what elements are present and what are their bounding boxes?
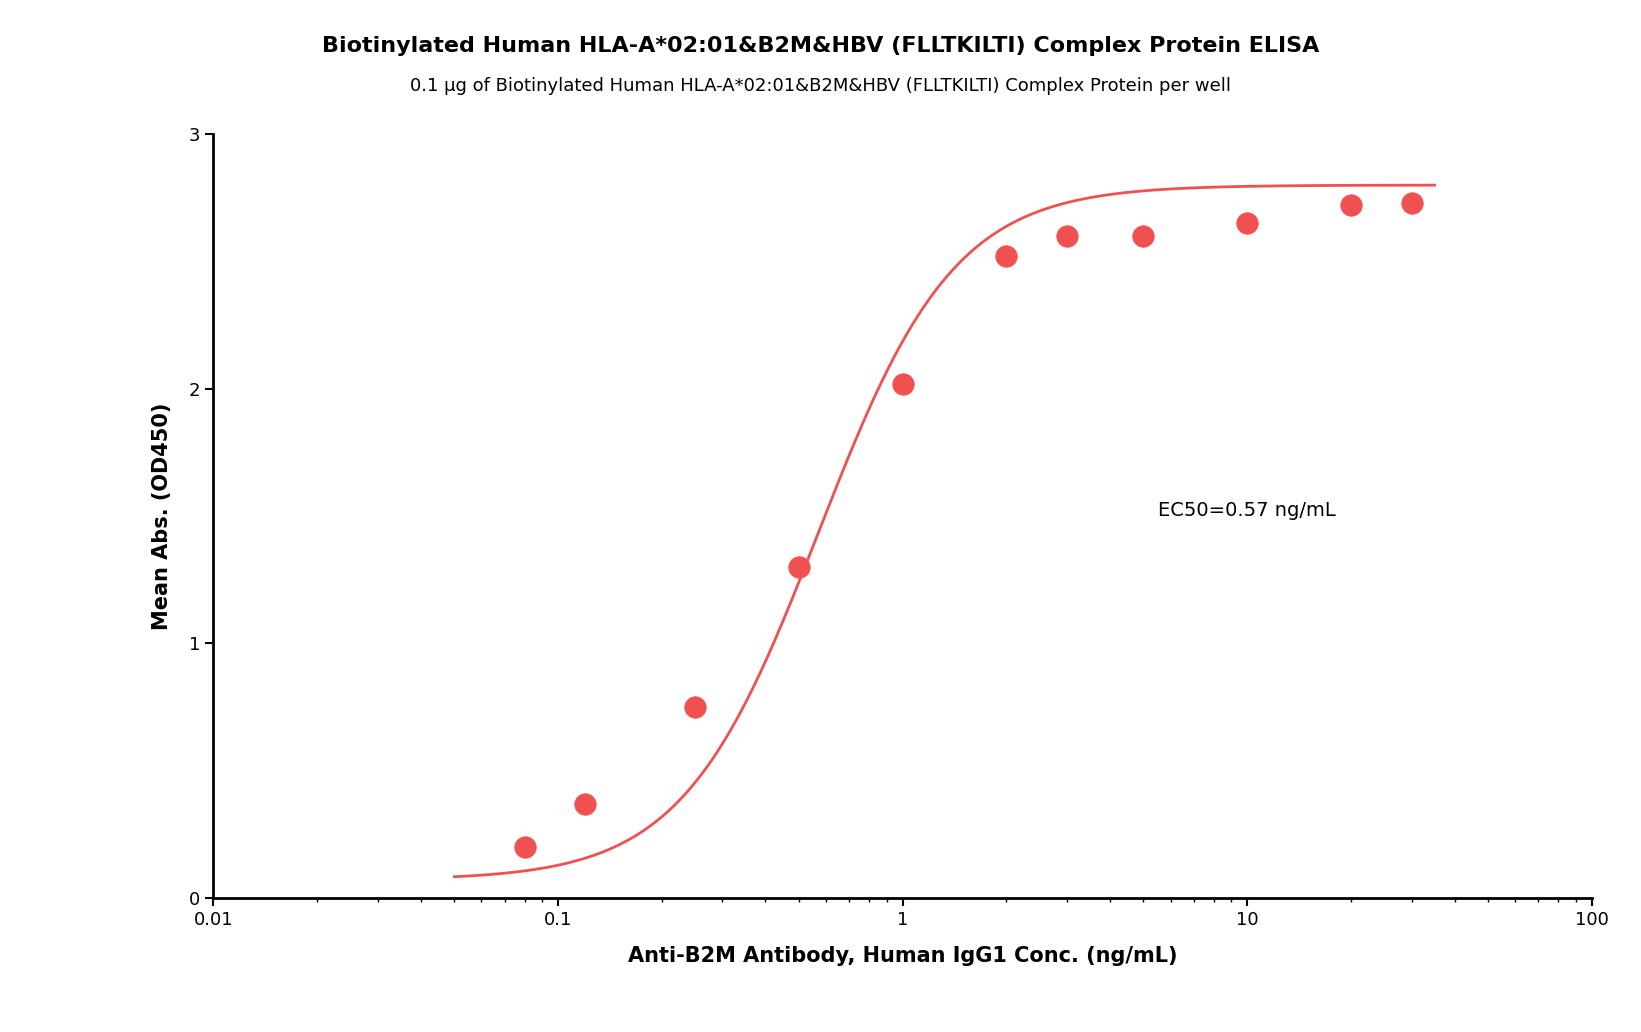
Text: Biotinylated Human HLA-A*02:01&B2M&HBV (FLLTKILTI) Complex Protein ELISA: Biotinylated Human HLA-A*02:01&B2M&HBV (…	[322, 36, 1319, 56]
Text: 0.1 μg of Biotinylated Human HLA-A*02:01&B2M&HBV (FLLTKILTI) Complex Protein per: 0.1 μg of Biotinylated Human HLA-A*02:01…	[410, 77, 1231, 95]
Point	[1337, 197, 1364, 214]
Point	[573, 796, 599, 812]
Point	[1054, 228, 1080, 245]
Point	[512, 839, 538, 856]
Point	[1131, 228, 1157, 245]
X-axis label: Anti-B2M Antibody, Human IgG1 Conc. (ng/mL): Anti-B2M Antibody, Human IgG1 Conc. (ng/…	[629, 945, 1177, 966]
Point	[993, 248, 1019, 264]
Y-axis label: Mean Abs. (OD450): Mean Abs. (OD450)	[153, 402, 172, 630]
Point	[683, 699, 709, 715]
Point	[1398, 195, 1424, 212]
Point	[1234, 215, 1260, 231]
Text: EC50=0.57 ng/mL: EC50=0.57 ng/mL	[1157, 502, 1336, 520]
Point	[786, 558, 812, 575]
Point	[889, 376, 916, 392]
